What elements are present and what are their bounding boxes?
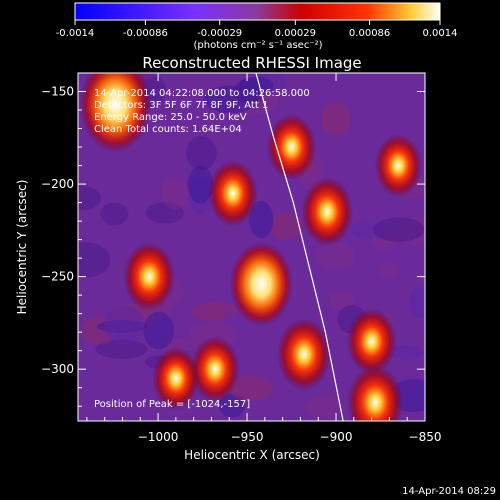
background-blob: [103, 305, 146, 345]
source-blob: [79, 73, 152, 153]
colorbar-tick-label: 0.0014: [423, 28, 458, 39]
x-tick-label: −950: [231, 430, 264, 444]
y-tick-label: −250: [41, 270, 74, 284]
source-blob: [152, 346, 200, 410]
background-blob: [303, 396, 345, 419]
x-tick-label: −900: [320, 430, 353, 444]
source-blob: [301, 177, 354, 247]
source-blob: [347, 365, 404, 421]
source-blob: [123, 242, 176, 312]
background-blob: [388, 345, 424, 360]
background-blob: [98, 233, 134, 246]
background-blob: [239, 76, 274, 94]
chart-title: Reconstructed RHESSI Image: [142, 54, 361, 72]
background-blob: [160, 176, 189, 210]
background-blob: [186, 136, 217, 171]
background-blob: [228, 376, 274, 401]
colorbar-tick-label: -0.0014: [56, 28, 95, 39]
y-tick-label: −300: [41, 362, 74, 376]
source-blob: [374, 134, 422, 198]
background-blob: [269, 212, 304, 240]
source-blob: [276, 318, 331, 391]
background-blob: [78, 186, 101, 211]
info-line-time: 14-Apr-2014 04:22:08.000 to 04:26:58.000: [94, 88, 310, 99]
info-text: 14-Apr-2014 04:22:08.000 to 04:26:58.000…: [94, 88, 310, 135]
x-axis-label: Heliocentric X (arcsec): [184, 448, 320, 462]
source-blob: [346, 308, 397, 375]
colorbar-tick-label: 0.00086: [349, 28, 390, 39]
solar-limb-line: [255, 73, 344, 421]
background-blob: [187, 165, 214, 204]
background-blob: [316, 241, 356, 272]
background-blob: [408, 286, 425, 318]
y-tick-label: −150: [41, 85, 74, 99]
colorbar-tick-label: -0.00029: [197, 28, 242, 39]
background-blob: [320, 102, 351, 136]
colorbar-tick-label: 0.00029: [275, 28, 316, 39]
colorbar: -0.0014 -0.00086 -0.00029 0.00029 0.00086 0.0…: [56, 2, 458, 51]
source-blob: [266, 114, 317, 181]
peak-position-label: Position of Peak = [-1024,-157]: [94, 399, 250, 410]
colorbar-ticks: -0.0014 -0.00086 -0.00029 0.00029 0.00086 0.0…: [56, 20, 458, 39]
background-blob: [373, 217, 425, 242]
info-line-energy: Energy Range: 25.0 - 50.0 keV: [94, 112, 247, 123]
colorbar-unit-label: (photons cm⁻² s⁻¹ asec⁻²): [193, 40, 322, 51]
background-blob: [328, 291, 354, 310]
source-blob: [190, 336, 240, 403]
info-line-detectors: Detectors: 3F 5F 6F 7F 8F 9F, Att 1: [94, 100, 268, 111]
background-blob: [218, 393, 246, 418]
x-tick-label: −1000: [138, 430, 179, 444]
plot-frame: [77, 72, 426, 422]
sources-layer: [79, 73, 422, 421]
info-line-counts: Clean Total counts: 1.64E+04: [94, 124, 242, 135]
source-blob: [229, 242, 293, 327]
background-blob: [143, 311, 175, 350]
plot-area: −1000 −950 −900 −850 −300 −250 −200 −150 14-Apr…: [41, 72, 442, 444]
x-tick-label: −850: [409, 430, 442, 444]
source-blob: [208, 160, 258, 227]
colorbar-gradient: [75, 3, 440, 20]
background-blob: [78, 242, 111, 278]
y-axis-label: Heliocentric Y (arcsec): [15, 180, 29, 315]
colorbar-tick-label: -0.00086: [123, 28, 168, 39]
background-blob: [249, 201, 274, 239]
background-blob: [95, 339, 148, 359]
colorbar-frame: [74, 2, 441, 21]
footer-timestamp: 14-Apr-2014 08:29: [402, 486, 496, 497]
background-blob: [100, 202, 129, 226]
background-blob: [376, 262, 400, 280]
axes: −1000 −950 −900 −850 −300 −250 −200 −150: [41, 72, 442, 444]
y-tick-label: −200: [41, 177, 74, 191]
background-blob: [203, 85, 259, 114]
